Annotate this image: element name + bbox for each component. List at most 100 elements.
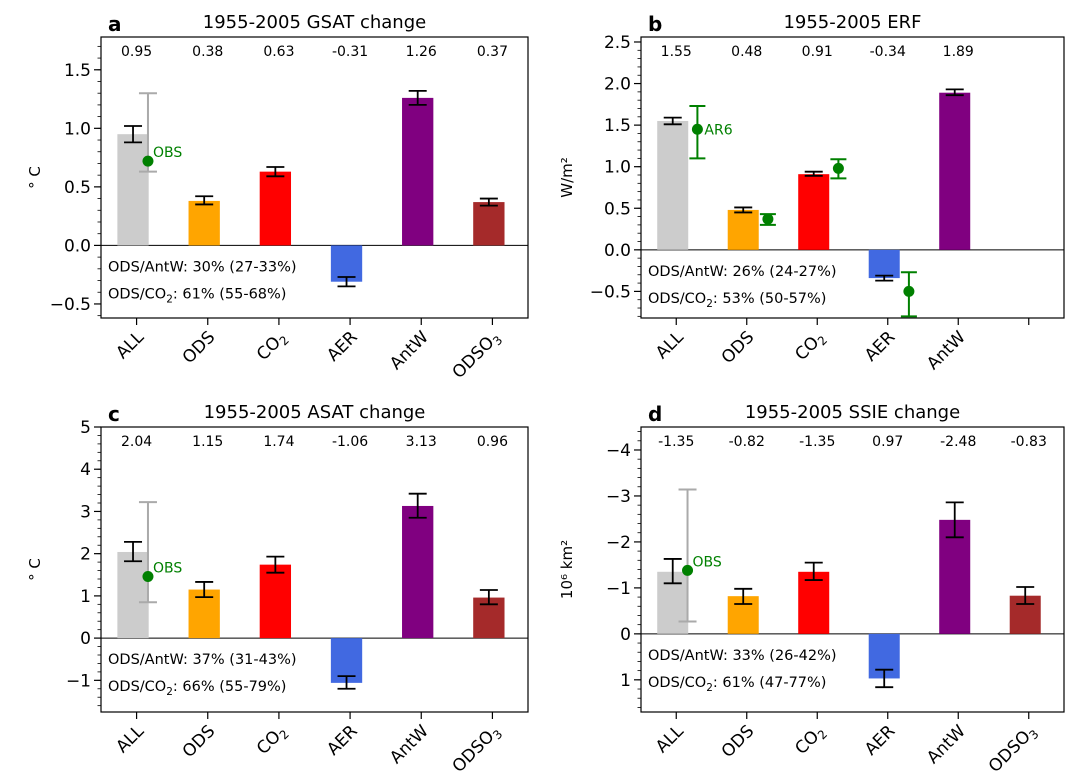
ar6-point-ODS: [759, 213, 776, 226]
value-label-CO2: 0.91: [802, 44, 833, 60]
panel-title: 1955-2005 ASAT change: [204, 402, 426, 423]
error-bar-ALL: [663, 116, 682, 126]
y-tick-label: 1: [80, 587, 91, 607]
value-label-ALL: -1.35: [658, 434, 694, 450]
bar-CO2: [798, 571, 830, 634]
y-tick-label: 1.0: [64, 119, 91, 139]
value-label-CO2: 1.74: [263, 434, 294, 450]
x-tick-label-AER: AER: [323, 721, 361, 759]
x-tick-label-ODS: ODS: [179, 721, 219, 761]
x-tick-label-ODS: ODS: [718, 721, 758, 761]
ar6-label: AR6: [704, 122, 732, 138]
panel-title: 1955-2005 SSIE change: [745, 402, 960, 423]
error-bar-AER: [875, 668, 894, 689]
y-tick-label: −3: [606, 487, 631, 507]
ar6-marker: [762, 213, 774, 225]
y-tick-label: 5: [80, 418, 91, 438]
y-axis-label: 10⁶ km²: [558, 540, 576, 599]
obs-marker: OBS: [138, 92, 182, 173]
x-tick-label-CO2: CO2: [253, 721, 292, 760]
error-bar-ALL: [124, 540, 143, 563]
y-tick-label: 1: [620, 671, 631, 691]
ar6-marker: [903, 285, 915, 297]
y-tick-label: 2.5: [604, 33, 631, 53]
value-label-ODSO3: 0.96: [477, 434, 508, 450]
bar-ALL: [657, 120, 689, 250]
x-tick-label-CO2: CO2: [791, 327, 830, 366]
error-bar-AntW: [945, 501, 964, 539]
value-label-ODS: -0.82: [729, 434, 765, 450]
value-label-AntW: 3.13: [406, 434, 437, 450]
error-bar-AER: [875, 274, 894, 282]
panel-title: 1955-2005 GSAT change: [203, 12, 426, 33]
y-tick-label: −2: [606, 533, 631, 553]
y-tick-label: −0.5: [50, 295, 91, 315]
value-label-ALL: 1.55: [661, 44, 692, 60]
x-tick-label-ALL: ALL: [112, 327, 148, 363]
ar6-marker: [691, 123, 703, 135]
bar-ALL: [117, 551, 149, 639]
error-bar-ODS: [734, 206, 753, 214]
ar6-marker: [832, 162, 844, 174]
value-label-AntW: 1.89: [943, 44, 974, 60]
bar-CO2: [798, 174, 830, 250]
error-bar-AntW: [945, 88, 964, 97]
bar-AER: [868, 249, 900, 279]
panel-d: 1 0 −1 −2 −3 −4 -1.35 -0.82 -1.35 0.97 -2.48 -0.83 A…: [558, 402, 1065, 776]
panel-a: −0.5 0.0 0.5 1.0 1.5 0.95 0.38 0.63 -0.31 1.26 0.3…: [26, 12, 529, 383]
ratio-note: ODS/CO2: 61% (47-77%): [648, 675, 826, 694]
ar6-point-ALL: AR6: [689, 105, 733, 160]
error-bar-ODS: [195, 195, 214, 206]
error-bar-CO2: [804, 561, 823, 581]
ratio-note: ODS/CO2: 53% (50-57%): [648, 291, 826, 310]
error-bar-CO2: [804, 170, 823, 177]
value-label-AER: -0.31: [332, 44, 368, 60]
y-tick-label: 0.0: [64, 236, 91, 256]
value-label-AER: 0.97: [872, 434, 903, 450]
panel-b: −0.5 0.0 0.5 1.0 1.5 2.0 2.5 1.55 0.48 0.91 -0.34 1…: [558, 12, 1065, 374]
x-tick-label-AER: AER: [323, 327, 361, 365]
bar-CO2: [259, 564, 292, 639]
bar-AntW: [939, 519, 971, 634]
y-tick-label: 4: [80, 460, 91, 480]
ratio-note: ODS/AntW: 26% (24-27%): [648, 264, 837, 280]
value-label-ODS: 1.15: [192, 434, 223, 450]
value-label-AER: -0.34: [870, 44, 906, 60]
panel-letter: c: [108, 402, 120, 426]
y-tick-label: 2.0: [604, 75, 631, 95]
plot-frame: [100, 426, 529, 713]
error-bar-ODSO3: [1016, 586, 1035, 605]
y-tick-label: 1.5: [604, 116, 631, 136]
x-tick-label-ODS: ODS: [718, 327, 758, 367]
y-tick-label: −1: [606, 579, 631, 599]
bar-AntW: [402, 97, 434, 246]
value-label-CO2: 0.63: [263, 44, 294, 60]
obs-marker: OBS: [678, 488, 722, 623]
ratio-note: ODS/CO2: 61% (55-68%): [108, 286, 286, 305]
value-label-ALL: 0.95: [121, 44, 152, 60]
bar-ALL: [117, 134, 149, 246]
x-tick-label-AER: AER: [861, 327, 899, 365]
value-label-ODSO3: -0.83: [1011, 434, 1047, 450]
plot-frame: [100, 36, 529, 319]
x-tick-label-AER: AER: [861, 721, 899, 759]
error-bar-AER: [337, 675, 356, 690]
value-label-ODS: 0.38: [192, 44, 223, 60]
x-tick-label-ODSO3: ODSO3: [985, 721, 1042, 776]
bar-ODSO3: [473, 202, 505, 246]
error-bar-ODS: [734, 587, 753, 605]
obs-label: OBS: [693, 554, 722, 570]
bar-AntW: [402, 505, 434, 639]
x-tick-label-AntW: AntW: [923, 327, 970, 374]
x-tick-label-ALL: ALL: [652, 721, 688, 757]
obs-label: OBS: [153, 145, 182, 161]
y-tick-label: 0.5: [604, 199, 631, 219]
y-tick-label: 1.0: [604, 158, 631, 178]
y-tick-label: −0.5: [590, 282, 631, 302]
bar-CO2: [259, 171, 292, 246]
y-tick-label: −4: [606, 441, 631, 461]
y-tick-label: 0.0: [604, 241, 631, 261]
panel-letter: d: [648, 402, 662, 426]
x-tick-label-AntW: AntW: [923, 721, 970, 768]
